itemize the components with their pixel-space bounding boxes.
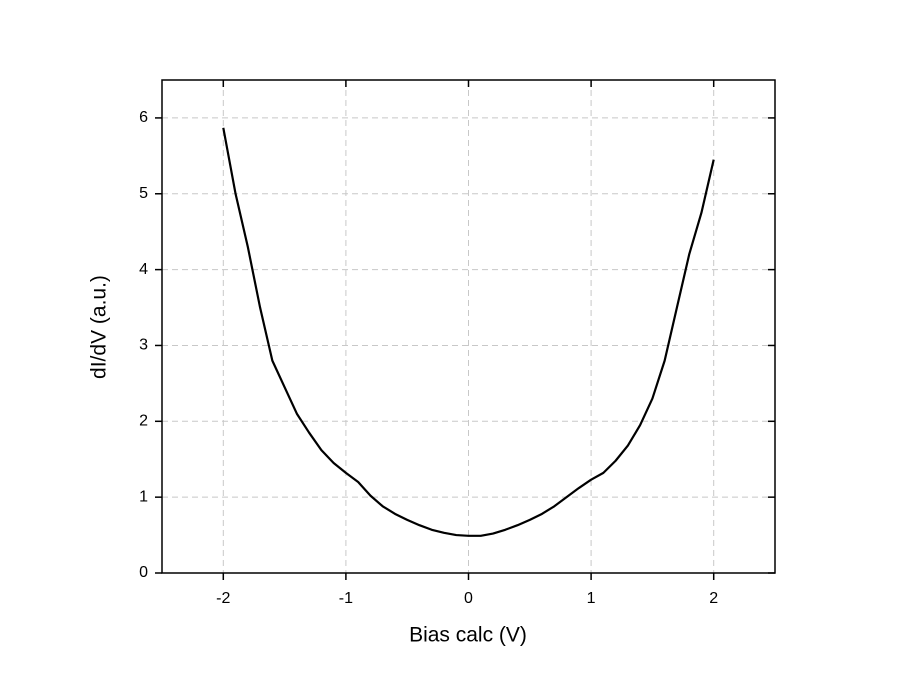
y-tick-label: 0	[139, 564, 148, 581]
y-tick-label: 5	[139, 185, 148, 202]
x-tick-label: 0	[464, 590, 473, 607]
x-tick-label: -2	[216, 590, 230, 607]
y-tick-label: 6	[139, 109, 148, 126]
x-tick-label: 1	[587, 590, 596, 607]
y-tick-label: 2	[139, 413, 148, 430]
y-tick-label: 1	[139, 488, 148, 505]
y-tick-label: 4	[139, 261, 148, 278]
x-axis-title: Bias calc (V)	[409, 624, 527, 647]
y-axis-title: dI/dV (a.u.)	[88, 275, 111, 379]
x-tick-label: -1	[339, 590, 353, 607]
y-tick-label: 3	[139, 337, 148, 354]
plot-frame	[161, 79, 776, 574]
x-tick-label: 2	[709, 590, 718, 607]
data-line	[222, 127, 715, 537]
